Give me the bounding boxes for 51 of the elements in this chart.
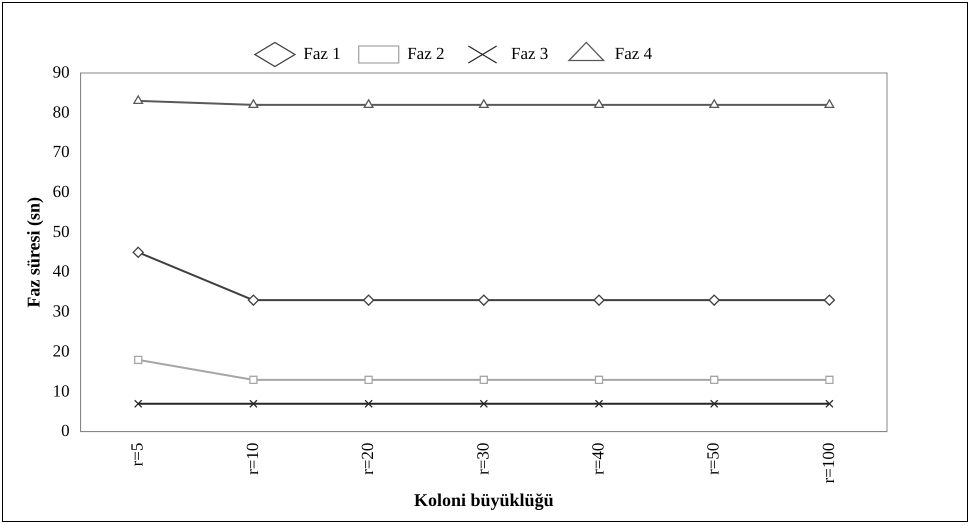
y-tick-label: 20 — [52, 341, 70, 360]
y-tick-label: 50 — [52, 222, 70, 241]
y-axis-title: Faz süresi (sn) — [23, 196, 44, 308]
legend-label: Faz 2 — [407, 44, 444, 63]
y-tick-label: 40 — [52, 262, 70, 281]
y-tick-label: 60 — [52, 182, 70, 202]
point — [249, 400, 258, 408]
point — [594, 376, 604, 384]
point — [364, 99, 374, 108]
point — [824, 294, 836, 306]
point — [709, 99, 720, 108]
x-tick-label: r=10 — [242, 442, 262, 475]
legend-label: Faz 1 — [303, 44, 341, 63]
x-tick-label: r=100 — [818, 442, 838, 484]
point — [478, 99, 489, 108]
x-tick-label: r=40 — [588, 442, 608, 475]
y-tick-label: 30 — [52, 302, 70, 321]
legend-label: Faz 3 — [511, 44, 548, 63]
point — [134, 356, 142, 364]
y-tick-label: 80 — [52, 102, 70, 122]
point — [594, 99, 604, 108]
point — [248, 294, 260, 306]
point — [480, 400, 488, 408]
point — [824, 99, 834, 108]
point — [708, 294, 720, 306]
point — [594, 400, 604, 408]
point — [478, 294, 490, 306]
point — [825, 376, 834, 384]
point — [480, 376, 488, 384]
y-tick-label: 0 — [61, 421, 70, 440]
point — [132, 246, 144, 258]
x-tick-label: r=20 — [358, 442, 378, 475]
y-tick-label: 70 — [52, 142, 70, 162]
x-tick-label: r=30 — [473, 442, 492, 475]
point — [825, 400, 834, 408]
point — [134, 400, 142, 408]
point — [249, 376, 258, 384]
x-axis-title: Koloni büyüklüğü — [414, 490, 554, 510]
point — [710, 400, 718, 408]
point — [248, 99, 258, 108]
point — [133, 95, 144, 104]
point — [364, 400, 373, 408]
point — [710, 376, 718, 384]
legend-label: Faz 4 — [614, 44, 653, 63]
y-tick-label: 10 — [52, 381, 70, 400]
point — [362, 294, 374, 306]
y-tick-label: 90 — [52, 62, 70, 82]
x-tick-label: r=50 — [704, 442, 723, 475]
point — [593, 294, 605, 306]
point — [364, 376, 373, 384]
x-tick-label: r=5 — [128, 442, 147, 466]
